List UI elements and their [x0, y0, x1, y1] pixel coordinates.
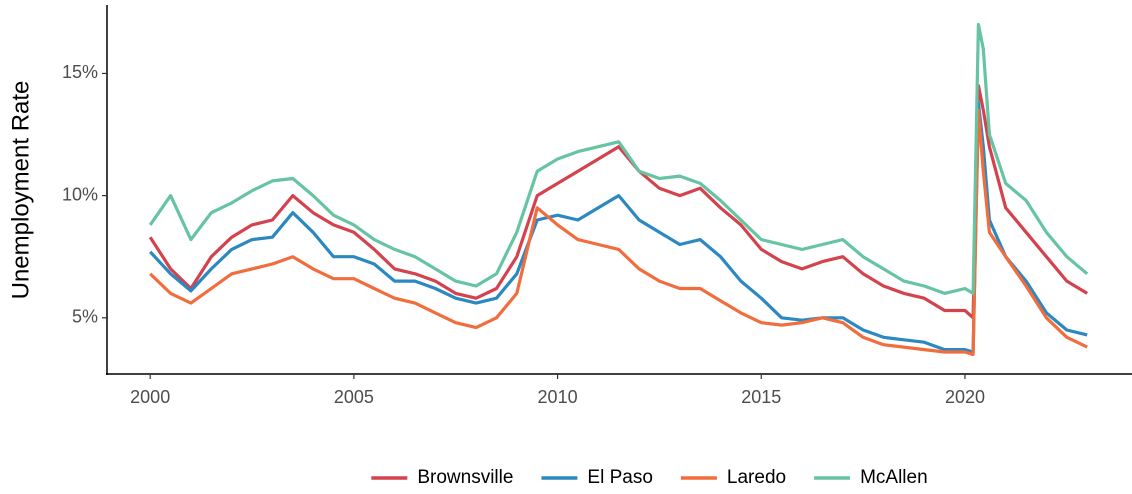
legend: Brownsville El Paso Laredo McAllen — [371, 467, 928, 488]
x-tick-label: 2000 — [130, 387, 170, 407]
x-tick-label: 2015 — [741, 387, 781, 407]
y-tick-label: 15% — [62, 62, 98, 82]
series-line — [148, 84, 1089, 320]
y-tick-label: 5% — [72, 307, 98, 327]
series-line — [148, 22, 1089, 295]
series-line — [149, 101, 1088, 354]
y-tick-label: 10% — [62, 184, 98, 204]
legend-label: Brownsville — [417, 467, 513, 488]
legend-label: McAllen — [860, 467, 928, 488]
legend-label: El Paso — [587, 467, 652, 488]
y-axis-title: Unemployment Rate — [7, 81, 34, 300]
x-tick-label: 2005 — [334, 387, 374, 407]
legend-label: Laredo — [727, 467, 786, 488]
x-tick-label: 2020 — [945, 387, 985, 407]
series-line — [149, 108, 1088, 357]
x-tick-label: 2010 — [538, 387, 578, 407]
